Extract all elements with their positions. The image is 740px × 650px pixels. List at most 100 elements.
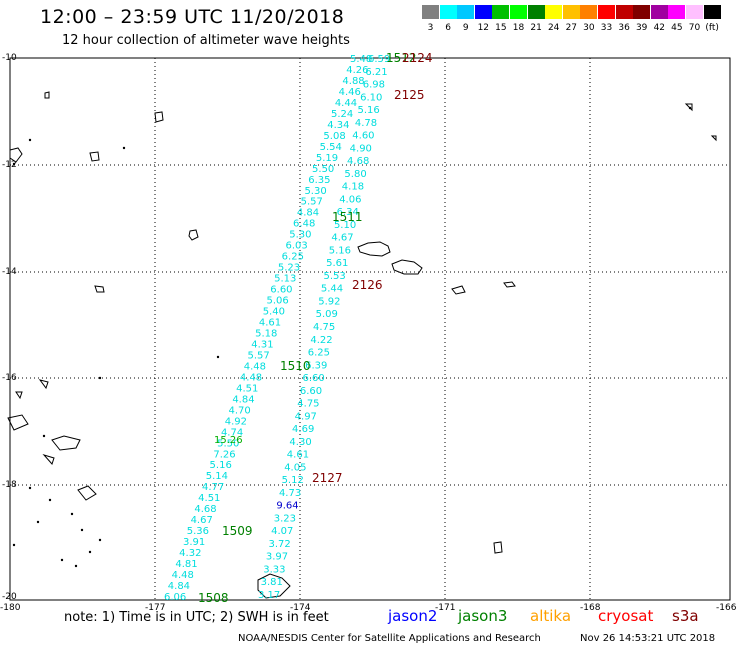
wave-height-value: 3.33 — [263, 564, 285, 575]
island — [7, 414, 29, 431]
wave-height-value: 5.61 — [326, 258, 348, 269]
wave-height-value: 6.60 — [300, 386, 322, 397]
legend-label: 39 — [635, 23, 648, 33]
islet — [60, 558, 64, 562]
wave-height-value: 5.16 — [358, 105, 380, 116]
island — [51, 435, 81, 451]
samoa-upolu-island — [357, 241, 391, 257]
lat-tick-label: -18 — [2, 480, 17, 490]
satellite-name-s3a: s3a — [672, 607, 699, 625]
legend-swatch — [668, 5, 686, 19]
satellite-name-jason3: jason3 — [458, 607, 508, 625]
wave-height-value: 5.53 — [323, 271, 345, 282]
wave-height-value: 4.67 — [331, 233, 353, 244]
island — [42, 454, 55, 465]
legend-swatch — [686, 5, 703, 19]
wave-height-value: 5.09 — [316, 309, 338, 320]
wave-height-value: 6.39 — [305, 360, 327, 371]
wave-height-value: 5.14 — [206, 471, 228, 482]
wave-height-value: 4.73 — [279, 488, 301, 499]
islet — [98, 538, 102, 542]
legend-swatch — [598, 5, 615, 19]
wave-height-value: 5.54 — [320, 142, 342, 153]
small-islets — [12, 106, 692, 568]
island — [684, 103, 693, 112]
wave-height-value: 5.12 — [282, 475, 304, 486]
wave-height-value: 5.16 — [210, 460, 232, 471]
pass-time-label: 1512 — [386, 51, 417, 65]
map-title: 12:00 – 23:59 UTC 11/20/2018 — [40, 6, 345, 28]
wave-height-value: 5.10 — [334, 220, 356, 231]
wave-height-value: 6.59 — [368, 54, 390, 65]
legend-swatch — [527, 5, 545, 19]
pass-time-label: 2126 — [352, 278, 383, 292]
legend-label: 6 — [445, 23, 451, 33]
map-subtitle: 12 hour collection of altimeter wave hei… — [62, 33, 350, 48]
wave-height-value: 3.17 — [258, 590, 280, 601]
islet — [28, 486, 32, 490]
wave-height-value: 5.57 — [301, 197, 323, 208]
wave-height-value: 4.51 — [198, 493, 220, 504]
wave-height-value: 5.18 — [255, 328, 277, 339]
wave-height-value: 4.78 — [355, 118, 377, 129]
wave-height-value: 4.48 — [244, 361, 266, 372]
island — [451, 285, 466, 295]
wave-height-value: 4.88 — [342, 76, 364, 87]
wave-height-value: 3.23 — [274, 513, 296, 524]
wave-height-value: 4.30 — [289, 437, 311, 448]
legend-label: 33 — [600, 23, 613, 33]
wave-height-value: 4.61 — [259, 318, 281, 329]
island — [15, 391, 23, 400]
legend-label: 45 — [671, 23, 683, 33]
legend-label: 3 — [427, 23, 434, 33]
wave-height-value: 4.07 — [271, 526, 293, 537]
wave-height-labels: 5.484.264.884.464.445.244.345.085.545.19… — [164, 54, 390, 603]
lat-tick-label: -20 — [2, 592, 17, 602]
wave-height-value: 4.46 — [339, 87, 361, 98]
pass-time-label: 1511 — [332, 210, 363, 224]
lat-tick-label: -14 — [2, 267, 17, 277]
wave-height-value: 6.06 — [164, 592, 186, 603]
wave-height-value: 5.92 — [318, 296, 340, 307]
pass-time-label: 2125 — [394, 88, 425, 102]
wave-height-value: 4.84 — [168, 581, 190, 592]
islet — [98, 376, 102, 380]
island — [257, 573, 291, 599]
wave-height-value: 4.60 — [352, 131, 374, 142]
legend-label: 27 — [565, 23, 578, 33]
footnote: note: 1) Time is in UTC; 2) SWH is in fe… — [64, 610, 329, 625]
wave-height-value: 5.19 — [316, 153, 338, 164]
wave-height-value: 6.10 — [360, 92, 382, 103]
wave-height-value: 4.90 — [350, 143, 372, 154]
legend-label: 15 — [495, 23, 507, 33]
satellite-name-jason2: jason2 — [388, 607, 438, 625]
island — [94, 285, 105, 293]
wave-height-value: 5.08 — [323, 131, 345, 142]
island — [89, 151, 100, 162]
map-frame — [9, 57, 731, 601]
generated-timestamp: Nov 26 14:53:21 UTC 2018 — [580, 633, 716, 644]
wave-height-value: 5.36 — [187, 526, 209, 537]
legend-swatch — [545, 5, 563, 19]
wave-height-value: 6.60 — [270, 285, 292, 296]
pass-time-label: 2124 — [402, 51, 433, 65]
wave-height-value: 3.97 — [266, 552, 288, 563]
legend-label: 21 — [530, 23, 542, 33]
legend-swatch — [492, 5, 510, 19]
lat-tick-label: -16 — [2, 373, 17, 383]
island — [493, 541, 503, 554]
island — [154, 111, 164, 123]
pass-time-label: 2127 — [312, 471, 343, 485]
lon-tick-label: -174 — [290, 603, 311, 613]
wave-height-value: 9.64 — [276, 501, 298, 512]
wave-height-value: 6.98 — [363, 80, 385, 91]
wave-height-value: 5.30 — [289, 230, 311, 241]
lon-tick-label: -180 — [0, 603, 21, 613]
legend-label: 12 — [477, 23, 490, 33]
wave-height-value: 6.25 — [282, 252, 304, 263]
credit-line: NOAA/NESDIS Center for Satellite Applica… — [238, 633, 541, 644]
legend-swatch — [562, 5, 580, 19]
wave-height-value: 5.80 — [344, 169, 366, 180]
wave-height-value: 7.26 — [213, 449, 235, 460]
wave-height-value: 5.50 — [312, 164, 334, 175]
